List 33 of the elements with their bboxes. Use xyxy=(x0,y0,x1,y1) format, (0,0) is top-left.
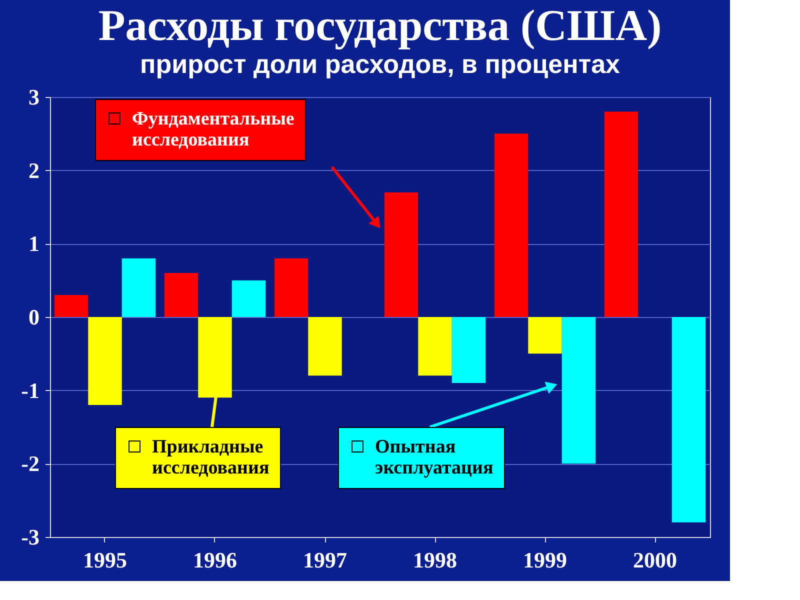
bar xyxy=(562,317,596,464)
x-tick-label: 1997 xyxy=(303,548,347,572)
bar xyxy=(274,258,308,317)
y-tick-label: 3 xyxy=(28,84,40,110)
x-tick-label: 1996 xyxy=(193,548,237,572)
bar xyxy=(308,317,342,376)
x-tick-label: 1995 xyxy=(83,548,127,572)
bar xyxy=(54,295,88,317)
bar xyxy=(88,317,122,405)
bar xyxy=(418,317,452,376)
bar xyxy=(672,317,706,522)
bar xyxy=(528,317,562,354)
chart-title: Расходы государства (США) xyxy=(98,1,662,50)
bar xyxy=(452,317,486,383)
bar xyxy=(232,280,266,317)
bar xyxy=(164,273,198,317)
y-tick-label: 1 xyxy=(28,231,40,256)
bar xyxy=(384,192,418,317)
chart-subtitle: прирост доли расходов, в процентах xyxy=(140,49,621,79)
bar xyxy=(122,258,156,317)
y-tick-label: -2 xyxy=(21,451,40,476)
x-tick-label: 1999 xyxy=(523,548,567,572)
y-tick-label: -1 xyxy=(21,378,40,403)
x-tick-label: 1998 xyxy=(413,548,457,572)
y-tick-label: 2 xyxy=(28,158,40,183)
x-tick-label: 2000 xyxy=(633,548,677,572)
legend-label: Фундаментальные исследования xyxy=(132,108,294,150)
y-tick-label: -3 xyxy=(21,524,40,550)
bar xyxy=(604,112,638,317)
legend-label: Прикладные исследования xyxy=(152,436,270,478)
legend-label: Опытная эксплуатация xyxy=(375,436,494,478)
y-tick-label: 0 xyxy=(28,304,40,330)
bar xyxy=(494,134,528,317)
